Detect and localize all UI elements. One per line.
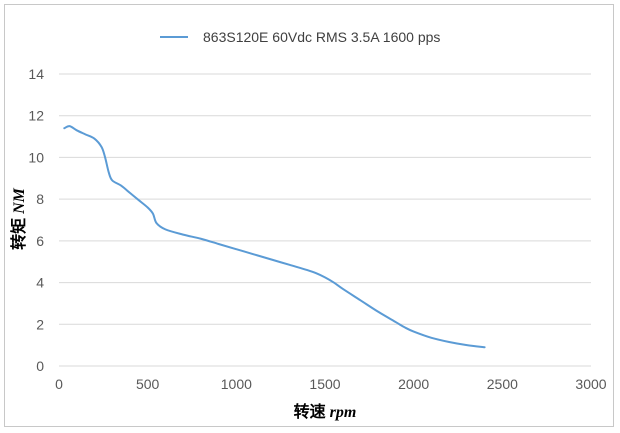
legend-label: 863S120E 60Vdc RMS 3.5A 1600 pps xyxy=(203,29,440,45)
y-tick-label: 14 xyxy=(28,66,44,82)
series-layer xyxy=(63,125,486,349)
y-tick-label: 12 xyxy=(28,108,44,124)
x-tick-label: 2000 xyxy=(398,376,429,392)
y-tick-label: 10 xyxy=(28,149,44,165)
x-tick-label: 500 xyxy=(136,376,160,392)
y-axis-title: 转矩 NM xyxy=(9,187,28,250)
y-axis-ticks: 0 2 4 6 8 10 12 14 xyxy=(28,66,44,374)
y-tick-label: 0 xyxy=(36,358,44,374)
y-tick-label: 4 xyxy=(36,275,44,291)
legend: 863S120E 60Vdc RMS 3.5A 1600 pps xyxy=(160,29,440,45)
x-axis-ticks: 0 500 1000 1500 2000 2500 3000 xyxy=(55,376,607,392)
x-tick-label: 0 xyxy=(55,376,63,392)
y-tick-label: 8 xyxy=(36,191,44,207)
y-tick-label: 2 xyxy=(36,316,44,332)
y-tick-label: 6 xyxy=(36,233,44,249)
x-axis-title: 转速 rpm xyxy=(294,402,357,421)
grid-lines xyxy=(59,73,591,325)
x-tick-label: 1000 xyxy=(221,376,252,392)
series-line-0 xyxy=(63,125,486,349)
x-tick-label: 3000 xyxy=(575,376,606,392)
x-tick-label: 1500 xyxy=(309,376,340,392)
x-tick-label: 2500 xyxy=(487,376,518,392)
